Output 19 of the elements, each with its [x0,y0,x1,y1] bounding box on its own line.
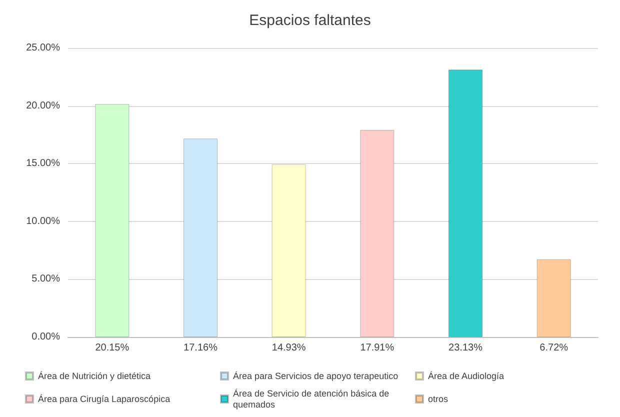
data-label: 17.16% [184,342,218,354]
legend-label: Área de Nutrición y dietética [38,371,151,381]
data-label: 14.93% [272,342,306,354]
data-label: 23.13% [448,342,483,354]
legend-label: Área para Servicios de apoyo terapeutico [233,371,398,381]
y-tick-label: 5.00% [32,274,60,285]
y-tick-label: 10.00% [26,216,60,227]
data-label: 20.15% [95,342,130,354]
y-tick-label: 15.00% [26,158,60,170]
legend-label: otros [428,394,449,404]
data-label: 17.91% [360,342,394,354]
legend-label: Área para Cirugía Laparoscópica [38,394,170,404]
legend-label: Área de Servicio de atención básica de quemados [233,388,392,410]
chart-title: Espacios faltantes [249,12,371,29]
y-tick-label: 0.00% [32,332,60,342]
y-tick-label: 20.00% [26,100,60,112]
data-label: 6.72% [540,342,568,354]
y-tick-label: 25.00% [26,42,60,54]
legend-label: Área de Audiología [428,371,504,381]
